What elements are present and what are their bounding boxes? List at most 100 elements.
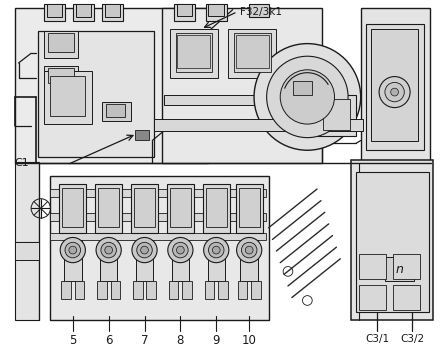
Bar — [392, 254, 420, 279]
Bar — [47, 68, 74, 84]
Bar — [241, 240, 258, 281]
Bar — [106, 104, 125, 117]
Bar — [170, 29, 218, 78]
Bar — [251, 281, 261, 299]
Bar — [100, 240, 117, 281]
Text: C3/1: C3/1 — [365, 334, 389, 345]
Bar — [182, 281, 192, 299]
Bar — [218, 281, 228, 299]
Circle shape — [96, 237, 121, 263]
Circle shape — [237, 237, 262, 263]
Circle shape — [60, 237, 86, 263]
Circle shape — [204, 237, 229, 263]
Text: 5: 5 — [69, 334, 77, 347]
Text: 9: 9 — [212, 334, 220, 347]
Circle shape — [212, 246, 220, 254]
Bar — [207, 240, 225, 281]
Bar — [15, 162, 359, 320]
Bar — [97, 281, 107, 299]
Bar — [131, 184, 158, 232]
Bar — [366, 24, 424, 150]
Bar — [359, 285, 386, 310]
Bar — [102, 4, 123, 21]
Bar — [170, 188, 191, 227]
Bar — [134, 188, 155, 227]
Circle shape — [137, 242, 152, 258]
Bar — [238, 188, 260, 227]
Bar — [15, 8, 208, 163]
Bar — [237, 281, 247, 299]
Bar — [172, 240, 189, 281]
Bar — [392, 285, 420, 310]
Bar — [64, 240, 82, 281]
Bar — [146, 281, 156, 299]
Bar — [154, 119, 362, 131]
Bar — [61, 281, 71, 299]
Bar — [51, 213, 266, 221]
Circle shape — [379, 77, 410, 108]
Bar — [47, 4, 62, 17]
Bar — [293, 81, 312, 95]
Bar — [177, 35, 211, 68]
Bar — [249, 4, 269, 17]
Bar — [111, 281, 120, 299]
Bar — [133, 281, 142, 299]
Bar — [169, 281, 178, 299]
Circle shape — [132, 237, 157, 263]
Bar — [44, 66, 78, 87]
Bar — [51, 232, 266, 240]
Bar — [135, 130, 149, 140]
Bar — [361, 8, 431, 163]
Bar — [105, 4, 120, 17]
Bar — [51, 176, 269, 320]
Circle shape — [267, 56, 348, 138]
Bar — [38, 31, 154, 157]
Bar — [47, 33, 74, 52]
Bar — [371, 29, 418, 141]
Bar — [206, 188, 227, 227]
Bar — [15, 162, 39, 320]
Bar — [15, 242, 39, 260]
Circle shape — [385, 82, 404, 102]
Bar — [95, 184, 122, 232]
Text: 10: 10 — [242, 334, 257, 347]
Circle shape — [168, 237, 193, 263]
Text: 8: 8 — [177, 334, 184, 347]
Text: F32/3k1: F32/3k1 — [240, 7, 281, 17]
Circle shape — [141, 246, 148, 254]
Bar — [102, 102, 131, 121]
Bar — [98, 188, 119, 227]
Bar — [44, 71, 92, 124]
Bar — [176, 33, 212, 72]
Bar — [76, 4, 91, 17]
Bar — [162, 8, 322, 163]
Bar — [167, 184, 194, 232]
Text: 6: 6 — [105, 334, 112, 347]
Bar — [206, 4, 227, 21]
Bar — [236, 35, 269, 68]
Bar — [59, 184, 86, 232]
Bar — [323, 99, 350, 130]
Circle shape — [254, 44, 361, 150]
Bar — [44, 4, 65, 21]
Bar — [177, 4, 192, 16]
Text: C1: C1 — [15, 158, 30, 168]
Circle shape — [391, 88, 398, 96]
Circle shape — [208, 242, 224, 258]
Circle shape — [105, 246, 112, 254]
Circle shape — [101, 242, 116, 258]
Bar — [173, 4, 195, 21]
Bar — [136, 240, 153, 281]
Bar — [234, 33, 271, 72]
Text: 7: 7 — [141, 334, 148, 347]
Bar — [317, 95, 356, 136]
Bar — [202, 184, 230, 232]
Bar — [351, 160, 433, 320]
Bar — [164, 95, 321, 105]
Bar — [44, 31, 78, 58]
Bar — [205, 281, 214, 299]
Circle shape — [65, 242, 81, 258]
Text: n: n — [396, 263, 403, 276]
Bar — [228, 29, 276, 78]
Bar — [356, 172, 429, 312]
